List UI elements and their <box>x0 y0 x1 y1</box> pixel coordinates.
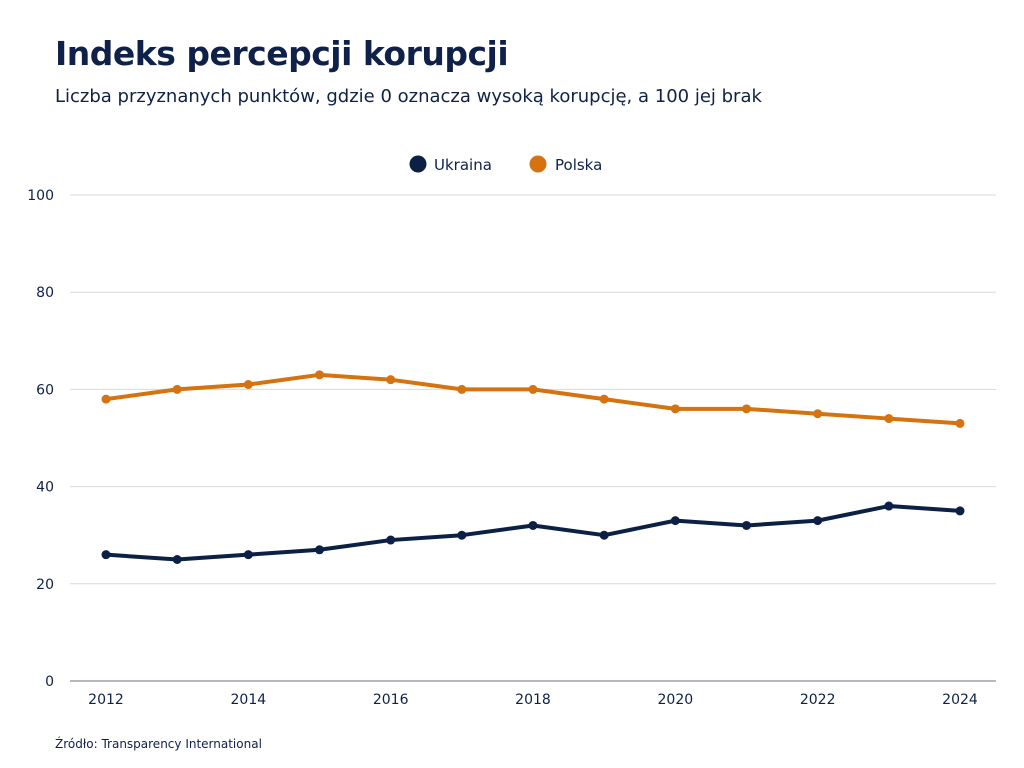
chart-subtitle: Liczba przyznanych punktów, gdzie 0 ozna… <box>55 86 762 107</box>
y-axis-ticks: 0 20 40 60 80 100 <box>27 188 54 690</box>
legend-label: Polska <box>555 156 602 174</box>
data-point <box>599 530 609 540</box>
source-note: Źródło: Transparency International <box>55 737 262 751</box>
legend: Ukraina Polska <box>409 155 603 175</box>
legend-item-polska[interactable]: Polska <box>529 155 603 175</box>
x-tick-label: 2012 <box>88 692 124 708</box>
series-line <box>104 372 962 426</box>
x-axis-ticks: 2012 2014 2016 2018 2020 2022 2024 <box>88 692 978 708</box>
data-point <box>172 555 182 564</box>
data-point <box>386 535 396 545</box>
data-point <box>243 550 253 560</box>
series-group <box>101 370 965 564</box>
data-point <box>101 550 111 560</box>
data-point <box>670 516 680 526</box>
gridlines <box>70 194 996 682</box>
series-ukraina <box>101 501 965 564</box>
y-tick-label: 100 <box>27 188 54 204</box>
data-point <box>813 409 823 419</box>
series-line <box>104 504 962 562</box>
legend-marker-icon <box>529 155 547 173</box>
data-point <box>315 370 324 380</box>
data-point <box>172 384 182 394</box>
legend-marker-icon <box>409 155 427 173</box>
data-point <box>955 506 965 516</box>
data-point <box>101 394 111 404</box>
data-point <box>599 394 609 404</box>
legend-label: Ukraina <box>434 156 492 174</box>
x-tick-label: 2016 <box>373 692 409 708</box>
legend-item-ukraina[interactable]: Ukraina <box>409 155 492 175</box>
y-tick-label: 40 <box>36 480 54 496</box>
data-point <box>742 520 751 530</box>
data-point <box>315 545 324 555</box>
x-tick-label: 2022 <box>800 692 836 708</box>
data-point <box>386 375 396 385</box>
y-tick-label: 80 <box>36 285 54 301</box>
x-tick-label: 2018 <box>515 692 551 708</box>
series-polska <box>101 370 965 428</box>
data-point <box>884 414 894 424</box>
y-tick-label: 60 <box>36 382 54 398</box>
data-point <box>955 418 965 428</box>
y-tick-label: 0 <box>45 674 54 690</box>
x-tick-label: 2024 <box>942 692 978 708</box>
data-point <box>884 501 894 511</box>
data-point <box>243 380 253 390</box>
data-point <box>528 520 538 530</box>
x-tick-label: 2014 <box>231 692 267 708</box>
x-tick-label: 2020 <box>658 692 694 708</box>
data-point <box>742 404 751 414</box>
data-point <box>457 530 467 540</box>
y-tick-label: 20 <box>36 577 54 593</box>
chart-title: Indeks percepcji korupcji <box>55 34 509 73</box>
data-point <box>813 516 823 526</box>
data-point <box>528 384 538 394</box>
data-point <box>457 384 467 394</box>
data-point <box>670 404 680 414</box>
